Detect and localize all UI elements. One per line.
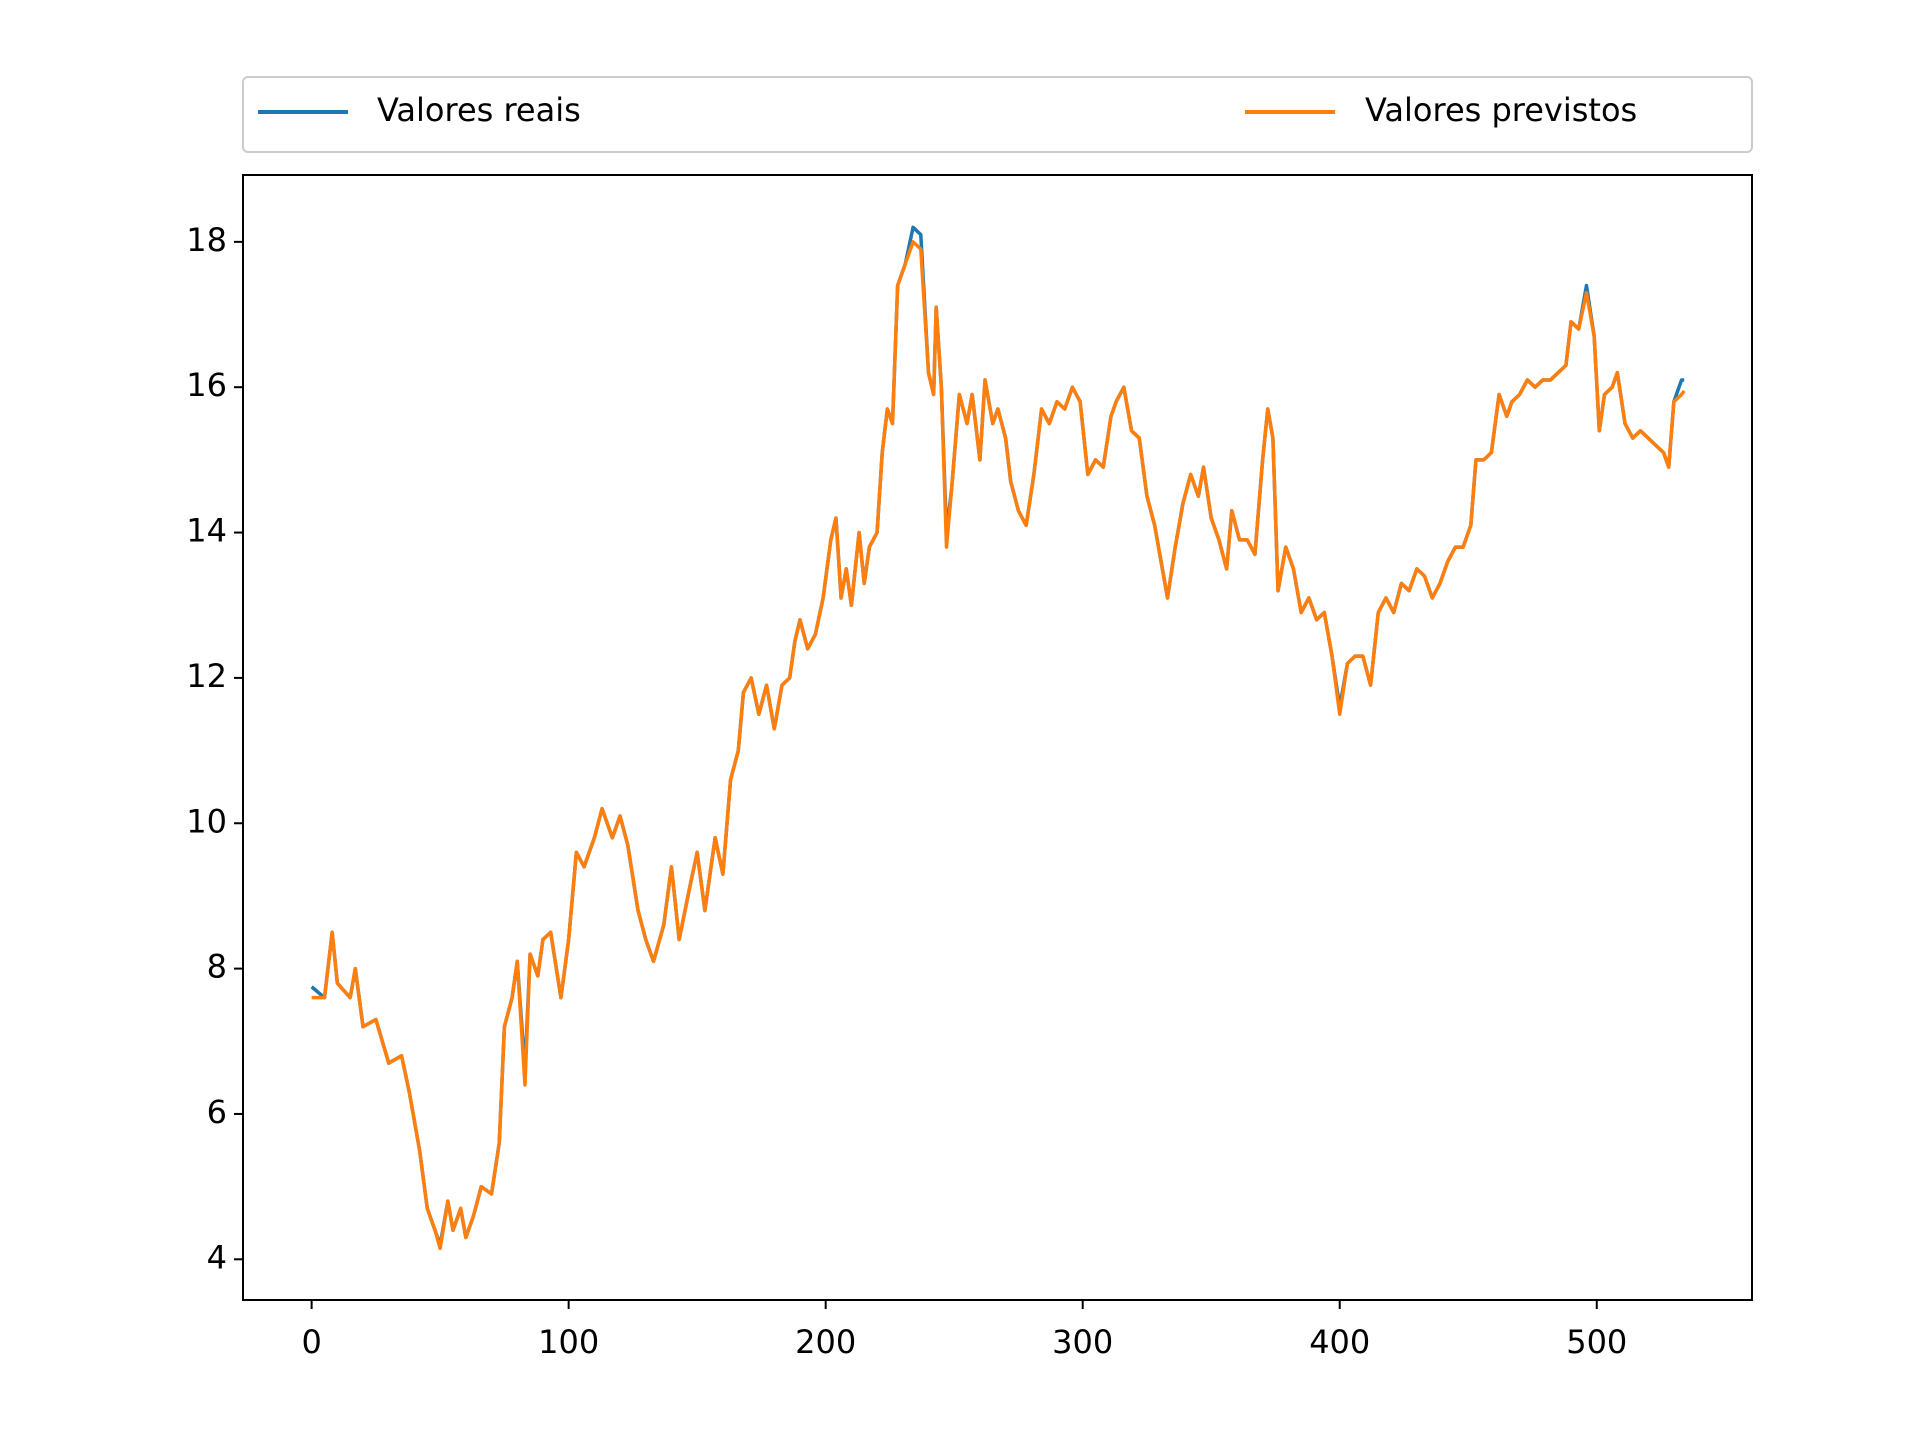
x-tick-label: 200 bbox=[795, 1323, 856, 1361]
plot-frame bbox=[242, 174, 1753, 1301]
x-tick-label: 400 bbox=[1309, 1323, 1370, 1361]
y-tick-label: 12 bbox=[186, 657, 227, 695]
y-tick-label: 6 bbox=[207, 1093, 227, 1131]
legend-label: Valores reais bbox=[377, 91, 581, 129]
legend bbox=[242, 76, 1753, 153]
y-tick-label: 4 bbox=[207, 1238, 227, 1276]
legend-label: Valores previstos bbox=[1365, 91, 1637, 129]
y-tick-label: 10 bbox=[186, 802, 227, 840]
series-line bbox=[310, 225, 1685, 1247]
series-line bbox=[311, 240, 1686, 1251]
y-tick-label: 14 bbox=[186, 512, 227, 550]
x-tick-label: 0 bbox=[301, 1323, 321, 1361]
y-tick-label: 8 bbox=[207, 948, 227, 986]
y-tick-label: 18 bbox=[186, 221, 227, 259]
x-tick-label: 100 bbox=[538, 1323, 599, 1361]
y-tick-label: 16 bbox=[186, 366, 227, 404]
x-tick-label: 300 bbox=[1052, 1323, 1113, 1361]
x-tick-label: 500 bbox=[1566, 1323, 1627, 1361]
